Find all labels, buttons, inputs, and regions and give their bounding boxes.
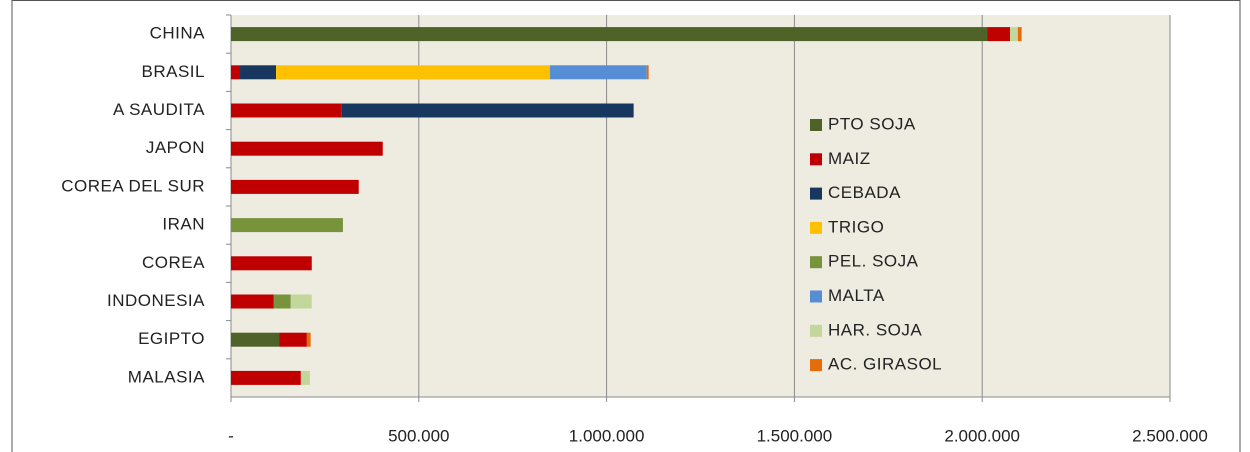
bar-segment — [276, 65, 550, 80]
y-tick-label: JAPON — [146, 138, 205, 157]
bar-segment — [306, 332, 311, 347]
y-tick-label: COREA DEL SUR — [61, 176, 205, 195]
bar-segment — [240, 65, 277, 80]
bar-segment — [646, 65, 649, 80]
bar-segment — [279, 332, 307, 347]
x-tick-label: 500.000 — [388, 426, 449, 445]
y-tick-label: INDONESIA — [107, 291, 205, 310]
bar-segment — [231, 179, 359, 194]
legend-swatch — [810, 221, 822, 234]
legend-label: MAIZ — [828, 149, 871, 168]
legend-label: TRIGO — [828, 217, 884, 236]
legend-label: MALTA — [828, 286, 885, 305]
bar-segment — [290, 294, 312, 309]
x-tick-label: 2.500.000 — [1132, 426, 1208, 445]
bar-segment — [231, 65, 241, 80]
bar-segment — [231, 27, 988, 42]
bar-segment — [300, 370, 310, 385]
y-tick-label: COREA — [142, 253, 205, 272]
y-tick-label: EGIPTO — [138, 329, 205, 348]
y-tick-label: BRASIL — [142, 62, 205, 81]
legend-label: PTO SOJA — [828, 114, 916, 133]
y-tick-label: MALASIA — [128, 367, 205, 386]
legend-label: HAR. SOJA — [828, 320, 922, 339]
y-tick-label: A SAUDITA — [113, 100, 205, 119]
bar-segment — [1017, 27, 1022, 42]
bar-segment — [273, 294, 291, 309]
legend-label: CEBADA — [828, 183, 901, 202]
bar-segment — [231, 141, 383, 156]
legend-swatch — [810, 359, 822, 372]
legend-swatch — [810, 256, 822, 269]
bar-segment — [231, 256, 312, 271]
bar-segment — [231, 103, 342, 118]
x-tick-label: 2.000.000 — [944, 426, 1020, 445]
legend-swatch — [810, 153, 822, 166]
legend-swatch — [810, 324, 822, 337]
bar-segment — [1009, 27, 1018, 42]
bar-segment — [231, 332, 280, 347]
y-tick-label: IRAN — [162, 215, 205, 234]
bar-segment — [987, 27, 1010, 42]
x-tick-label: 1.500.000 — [757, 426, 833, 445]
legend-label: AC. GIRASOL — [828, 355, 942, 374]
bar-segment — [231, 294, 274, 309]
legend-swatch — [810, 119, 822, 131]
bar-segment — [341, 103, 634, 118]
bar-segment — [549, 65, 647, 80]
x-tick-label: - — [228, 426, 234, 445]
y-tick-label: CHINA — [150, 24, 206, 43]
bar-segment — [231, 370, 301, 385]
legend-label: PEL. SOJA — [828, 252, 919, 271]
x-tick-label: 1.000.000 — [569, 426, 645, 445]
legend-swatch — [810, 187, 822, 200]
legend-swatch — [810, 290, 822, 303]
bar-segment — [231, 218, 343, 233]
